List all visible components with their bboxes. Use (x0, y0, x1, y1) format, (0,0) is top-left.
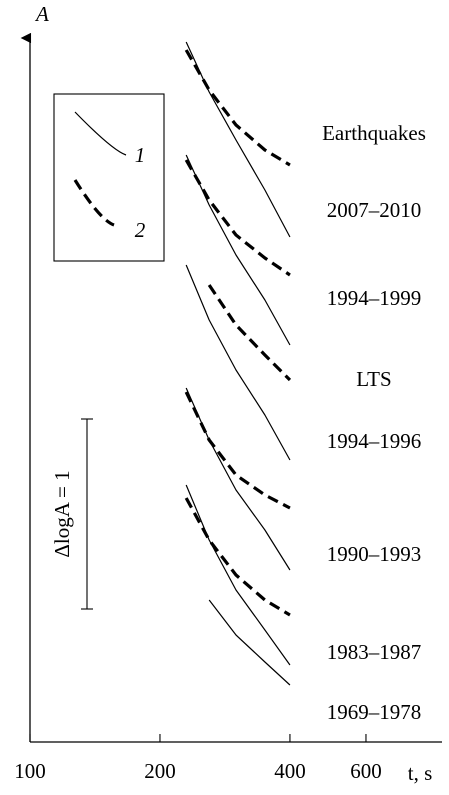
legend-label: 2 (135, 218, 146, 242)
annotation: Earthquakes (322, 121, 426, 145)
y-axis-label: A (34, 2, 49, 26)
legend-box (53, 93, 165, 262)
legend-swatch (74, 111, 127, 156)
annotation: 1983–1987 (327, 640, 422, 664)
series-line (185, 387, 291, 571)
x-tick-label: 100 (14, 759, 46, 783)
series-line (184, 391, 291, 510)
series-line (185, 264, 291, 461)
x-tick-label: 400 (274, 759, 306, 783)
series-line (185, 41, 291, 238)
annotation: 1994–1996 (327, 429, 422, 453)
annotation: 1990–1993 (327, 542, 422, 566)
series-line (184, 159, 291, 277)
x-tick-label: 200 (144, 759, 176, 783)
series-line (208, 599, 291, 686)
scale-bar-label: ΔlogA = 1 (50, 470, 74, 557)
annotation: 2007–2010 (327, 198, 422, 222)
legend-label: 1 (135, 143, 146, 167)
series-line (184, 49, 291, 167)
annotation: LTS (356, 367, 391, 391)
series-line (207, 284, 292, 382)
x-tick-label: 600 (350, 759, 382, 783)
legend-swatch (73, 179, 115, 227)
annotation: 1969–1978 (327, 700, 422, 724)
x-axis-label: t, s (408, 761, 433, 785)
annotation: 1994–1999 (327, 286, 422, 310)
series-line (185, 154, 291, 346)
series-line (185, 484, 291, 666)
series-line (184, 497, 291, 617)
